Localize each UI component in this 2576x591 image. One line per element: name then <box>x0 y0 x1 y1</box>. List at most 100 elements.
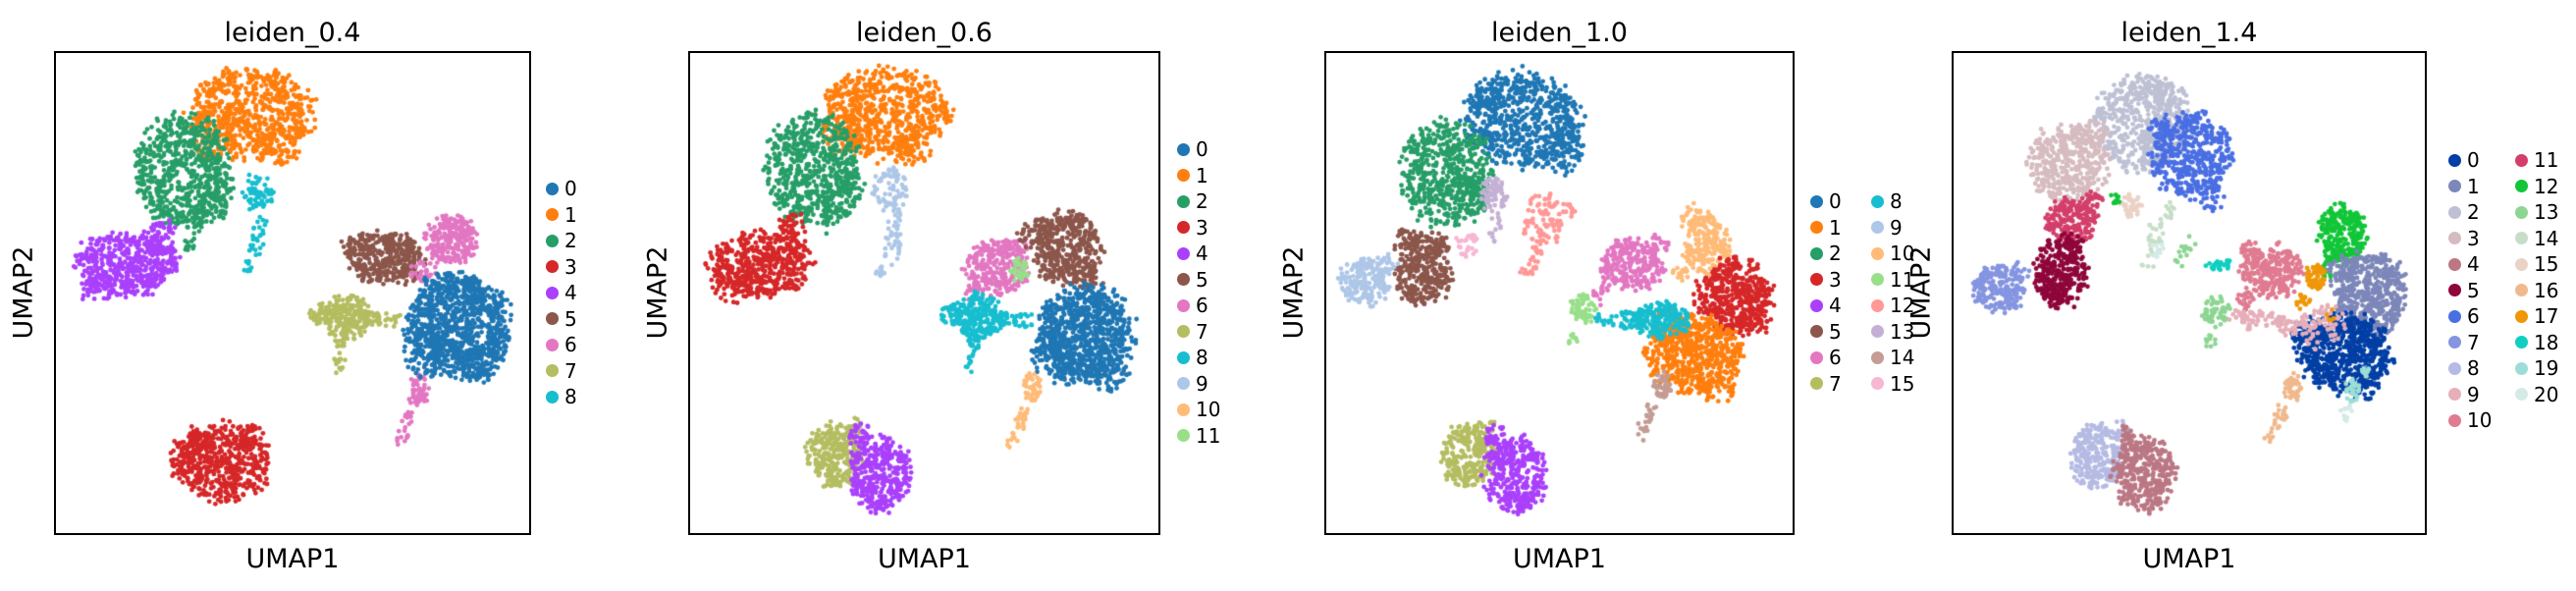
legend-dot-cluster-3 <box>1176 221 1190 234</box>
legend-label-cluster-2: 2 <box>1829 242 1842 265</box>
legend-label-cluster-13: 13 <box>2534 200 2559 224</box>
legend-dot-cluster-1 <box>545 208 559 221</box>
legend-dot-cluster-10 <box>1870 246 1884 260</box>
legend-dot-cluster-8 <box>1176 350 1190 364</box>
legend-dot-cluster-0 <box>2447 153 2461 167</box>
legend-label-cluster-4: 4 <box>2467 252 2480 276</box>
legend-label-cluster-0: 0 <box>564 177 577 200</box>
legend-label-cluster-8: 8 <box>564 385 577 408</box>
legend-dot-cluster-6 <box>2447 309 2461 323</box>
legend-label-cluster-16: 16 <box>2534 278 2559 302</box>
legend-dot-cluster-8 <box>2447 361 2461 375</box>
legend-dot-cluster-3 <box>545 260 559 273</box>
legend-dot-cluster-7 <box>545 364 559 377</box>
legend-dot-cluster-5 <box>545 312 559 325</box>
legend-label-cluster-5: 5 <box>564 306 577 331</box>
legend-label-cluster-10: 10 <box>1196 398 1221 421</box>
legend-label-cluster-19: 19 <box>2534 356 2559 380</box>
x-axis-label-panel-3: UMAP1 <box>1513 544 1606 574</box>
y-axis-label-panel-2: UMAP2 <box>642 245 672 340</box>
legend-label-cluster-10: 10 <box>2467 408 2493 432</box>
legend-label-cluster-11: 11 <box>2534 148 2559 172</box>
panel-title-leiden-0-4: leiden_0.4 <box>224 18 361 48</box>
legend-label-cluster-1: 1 <box>564 202 577 227</box>
panel-title-leiden-1-0: leiden_1.0 <box>1491 18 1628 48</box>
legend-label-cluster-8: 8 <box>2467 356 2480 380</box>
legend-label-cluster-3: 3 <box>2467 226 2480 250</box>
legend-dot-cluster-9 <box>2447 388 2461 401</box>
legend-dot-cluster-15 <box>1870 377 1884 390</box>
plot-area-leiden-1-0 <box>1324 51 1795 535</box>
legend-dot-cluster-0 <box>545 182 559 195</box>
legend-dot-cluster-14 <box>2514 232 2528 244</box>
legend-label-cluster-3: 3 <box>1196 215 1208 240</box>
legend-dot-cluster-5 <box>1809 325 1823 338</box>
x-axis-label-panel-2: UMAP1 <box>878 544 971 574</box>
legend-dot-cluster-6 <box>1809 350 1823 364</box>
legend-dot-cluster-4 <box>1809 298 1823 312</box>
legend-dot-cluster-19 <box>2514 361 2528 375</box>
legend-dot-cluster-6 <box>545 338 559 351</box>
legend-label-cluster-2: 2 <box>564 229 577 252</box>
legend-label-cluster-3: 3 <box>1829 267 1842 292</box>
legend-label-cluster-7: 7 <box>1196 319 1208 344</box>
legend-dot-cluster-2 <box>2447 205 2461 219</box>
legend-label-cluster-1: 1 <box>1829 215 1842 240</box>
legend-label-cluster-12: 12 <box>2534 174 2559 198</box>
legend-label-cluster-2: 2 <box>2467 200 2480 224</box>
legend-label-cluster-6: 6 <box>1829 346 1842 369</box>
legend-label-cluster-4: 4 <box>1829 294 1842 317</box>
legend-dot-cluster-8 <box>545 390 559 403</box>
scatter-canvas-leiden-1-4 <box>1954 53 2425 533</box>
legend-dot-cluster-1 <box>1809 221 1823 234</box>
legend-label-cluster-0: 0 <box>2467 148 2480 172</box>
legend-label-cluster-7: 7 <box>564 358 577 383</box>
legend-dot-cluster-5 <box>1176 273 1190 286</box>
legend-dot-cluster-7 <box>1809 377 1823 390</box>
legend-dot-cluster-12 <box>2514 180 2528 192</box>
legend-dot-cluster-2 <box>1176 194 1190 208</box>
legend-dot-cluster-5 <box>2447 284 2461 296</box>
legend-dot-cluster-8 <box>1870 194 1884 208</box>
legend-label-cluster-0: 0 <box>1196 137 1208 161</box>
panel-title-leiden-0-6: leiden_0.6 <box>856 18 993 48</box>
scatter-canvas-leiden-0-4 <box>56 53 529 533</box>
legend-label-cluster-4: 4 <box>1196 242 1208 265</box>
legend-label-cluster-1: 1 <box>2467 174 2480 198</box>
legend-dot-cluster-15 <box>2514 257 2528 271</box>
legend-dot-cluster-11 <box>1870 273 1884 286</box>
legend-label-cluster-9: 9 <box>1890 215 1903 240</box>
legend-dot-cluster-11 <box>1176 429 1190 442</box>
legend-dot-cluster-18 <box>2514 336 2528 349</box>
plot-area-leiden-1-4 <box>1952 51 2427 535</box>
scatter-canvas-leiden-0-6 <box>690 53 1158 533</box>
legend-dot-cluster-1 <box>2447 180 2461 192</box>
legend-dot-cluster-7 <box>2447 336 2461 349</box>
legend-label-cluster-4: 4 <box>564 281 577 304</box>
legend-label-cluster-6: 6 <box>1196 294 1208 317</box>
legend-dot-cluster-4 <box>2447 257 2461 271</box>
legend-dot-cluster-17 <box>2514 309 2528 323</box>
legend-label-cluster-6: 6 <box>2467 304 2480 328</box>
legend-label-cluster-3: 3 <box>564 254 577 279</box>
legend-label-cluster-1: 1 <box>1196 163 1208 188</box>
legend-label-cluster-11: 11 <box>1196 423 1221 448</box>
plot-area-leiden-0-4 <box>54 51 531 535</box>
legend-dot-cluster-9 <box>1870 221 1884 234</box>
legend-label-cluster-14: 14 <box>2534 226 2559 250</box>
legend-dot-cluster-1 <box>1176 169 1190 182</box>
legend-dot-cluster-7 <box>1176 325 1190 338</box>
legend-dot-cluster-9 <box>1176 377 1190 390</box>
legend-dot-cluster-12 <box>1870 298 1884 312</box>
legend-dot-cluster-3 <box>2447 232 2461 244</box>
legend-label-cluster-17: 17 <box>2534 304 2559 328</box>
legend-label-cluster-6: 6 <box>564 333 577 356</box>
legend-label-cluster-8: 8 <box>1196 346 1208 369</box>
y-axis-label-panel-4: UMAP2 <box>1905 245 1936 340</box>
legend-label-cluster-5: 5 <box>1196 267 1208 292</box>
legend-dot-cluster-16 <box>2514 284 2528 296</box>
legend-dot-cluster-2 <box>545 234 559 247</box>
legend-dot-cluster-10 <box>1176 403 1190 416</box>
legend-dot-cluster-14 <box>1870 350 1884 364</box>
